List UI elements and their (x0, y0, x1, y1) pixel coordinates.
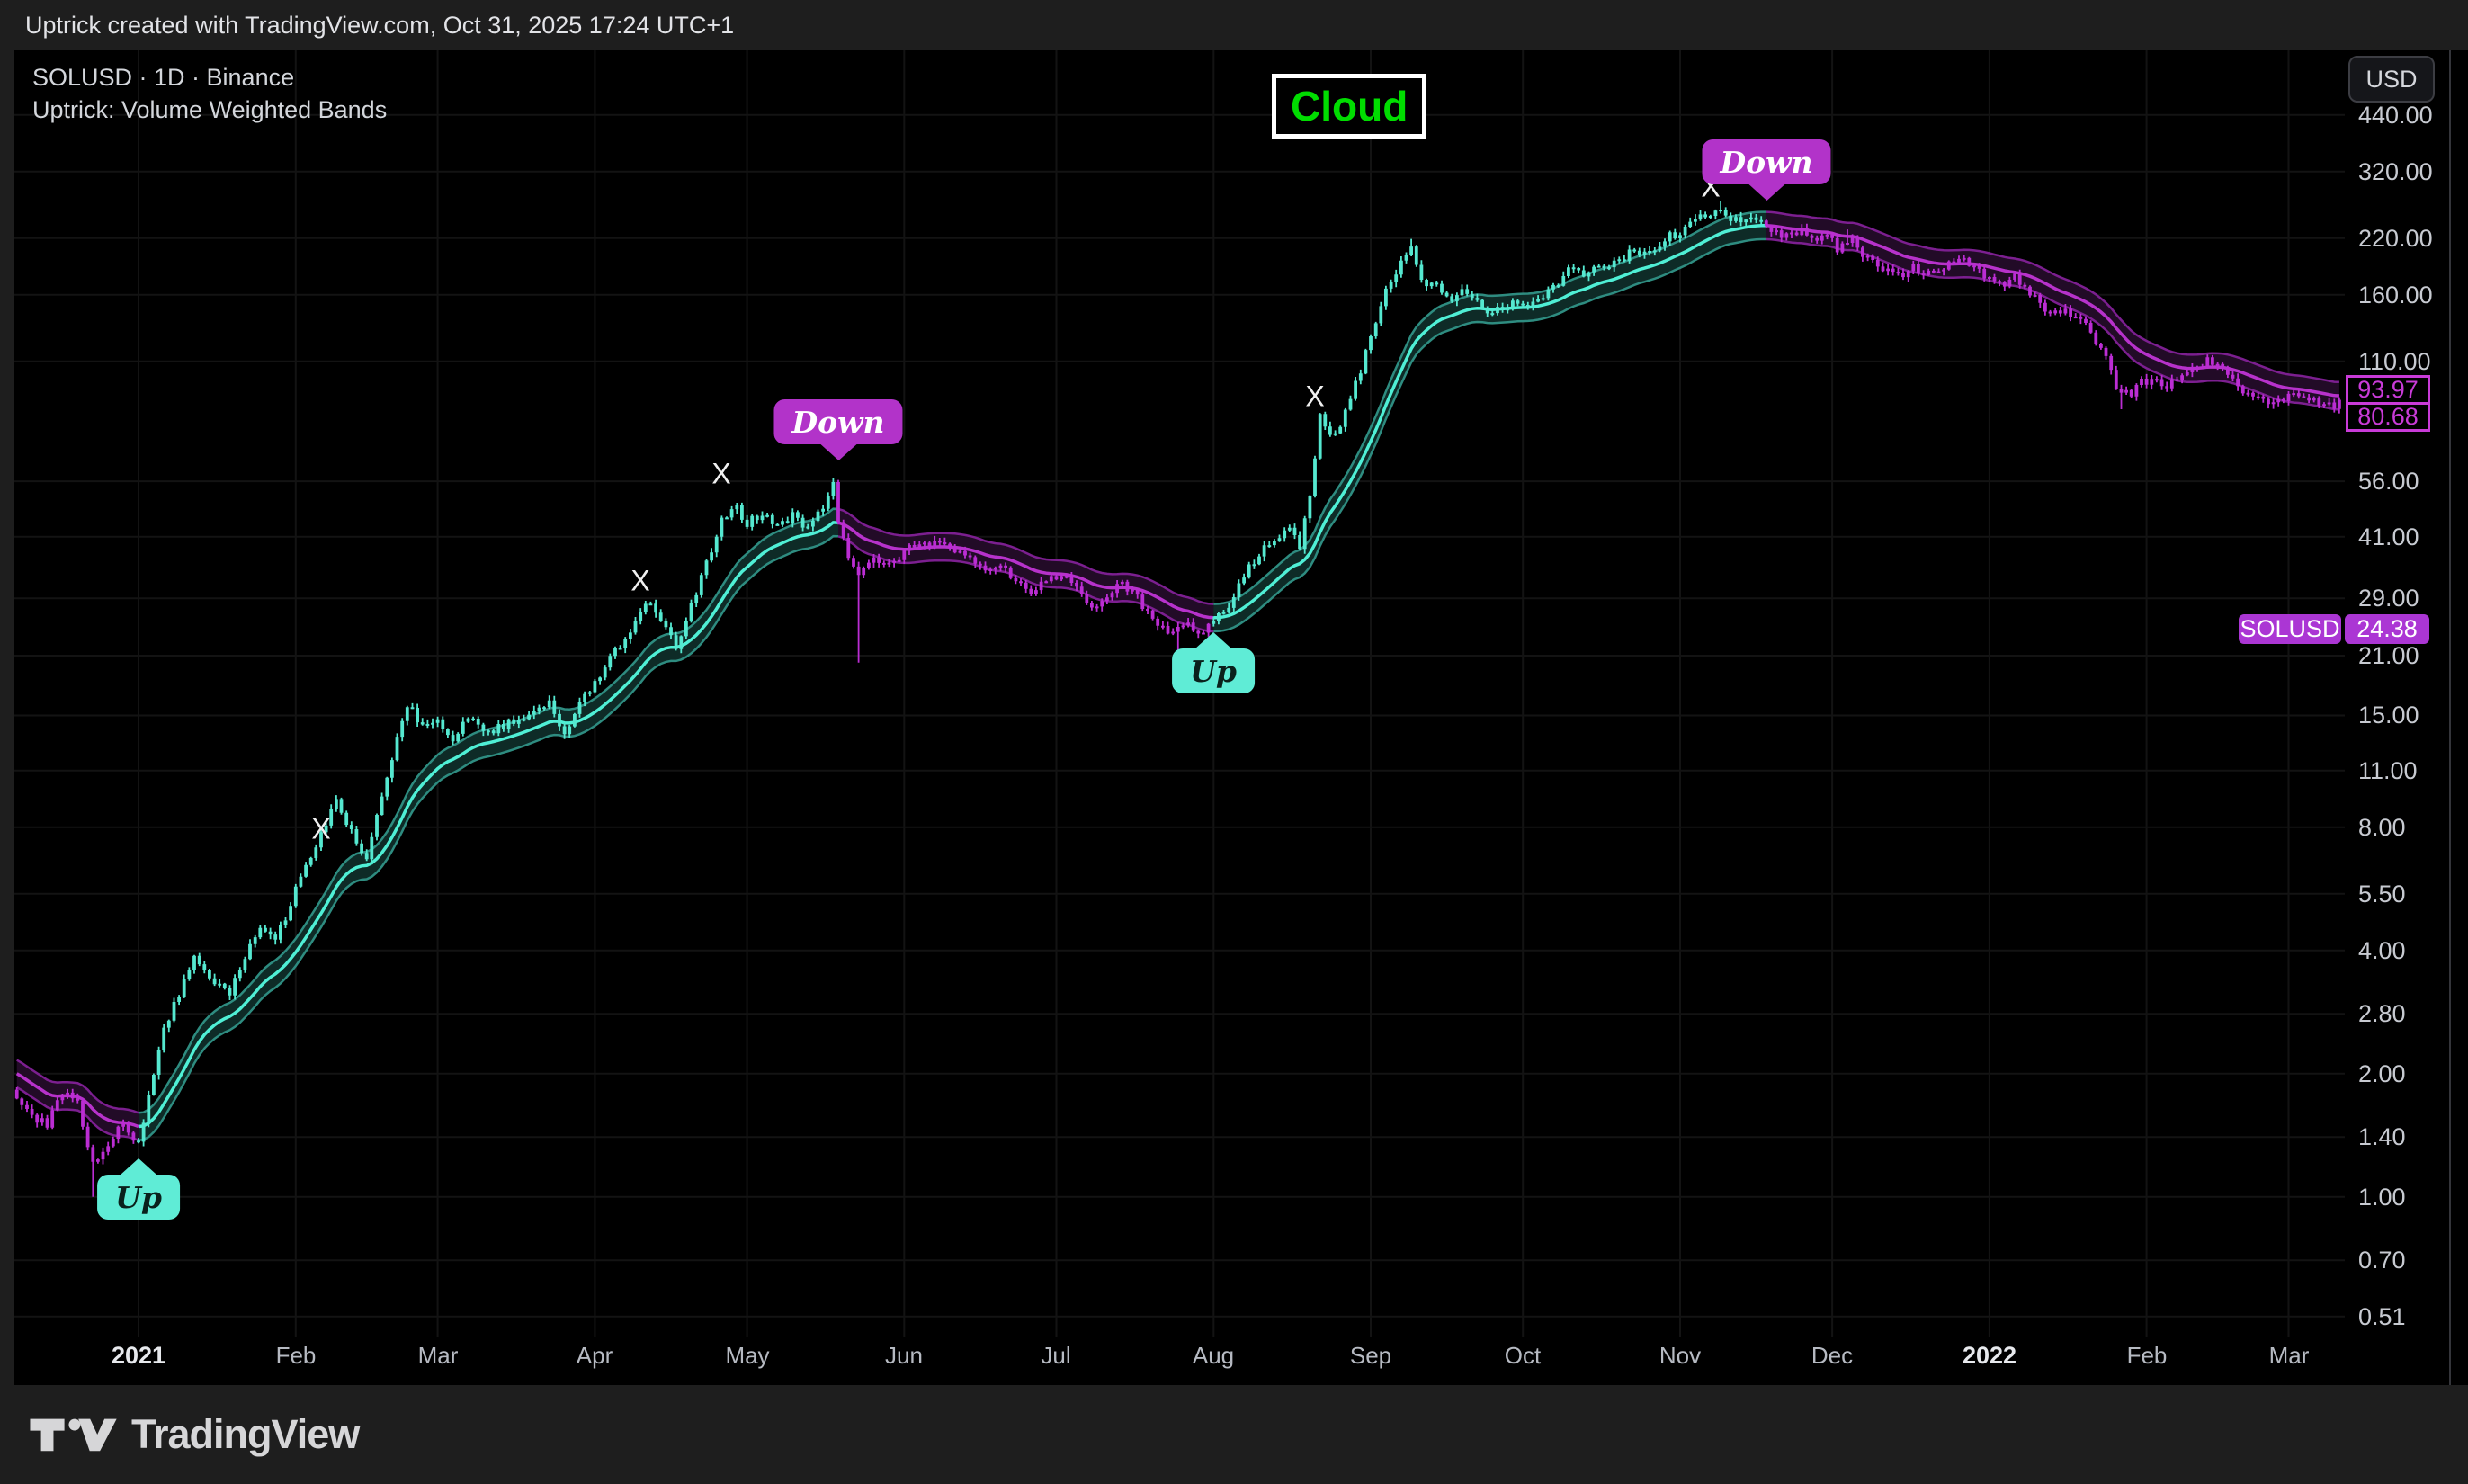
cloud-annotation[interactable]: Cloud (1272, 74, 1427, 139)
tradingview-wordmark: TradingView (131, 1411, 360, 1457)
tradingview-logo[interactable]: TradingView (27, 1411, 360, 1458)
indicator-title[interactable]: Uptrick: Volume Weighted Bands (32, 96, 388, 123)
band-upper-value: 93.97 (2357, 376, 2419, 403)
candles-up (137, 201, 1764, 1147)
footer-bar: TradingView (0, 1385, 2468, 1484)
candles-down (14, 219, 2341, 1197)
chart-legend: SOLUSD · 1D · Binance Uptrick: Volume We… (32, 61, 387, 126)
last-price-symbol: SOLUSD (2239, 614, 2341, 644)
price-scale[interactable] (2345, 50, 2468, 1385)
snapshot-header-bar: Uptrick created with TradingView.com, Oc… (0, 0, 2468, 50)
band-lower-value: 80.68 (2357, 403, 2419, 430)
last-price-label: SOLUSD 24.38 (2239, 614, 2429, 644)
band-lower-value-label: 80.68 (2346, 402, 2430, 432)
snapshot-title: Uptrick created with TradingView.com, Oc… (25, 11, 735, 39)
band-upper-value-label: 93.97 (2346, 375, 2430, 405)
symbol-title[interactable]: SOLUSD · 1D · Binance (32, 64, 295, 91)
time-scale[interactable] (14, 1337, 2345, 1385)
tradingview-mark-icon (30, 1418, 117, 1452)
last-price-value: 24.38 (2345, 614, 2429, 644)
currency-toggle-button[interactable]: USD (2348, 56, 2435, 103)
chart-pane[interactable] (14, 50, 2468, 1385)
